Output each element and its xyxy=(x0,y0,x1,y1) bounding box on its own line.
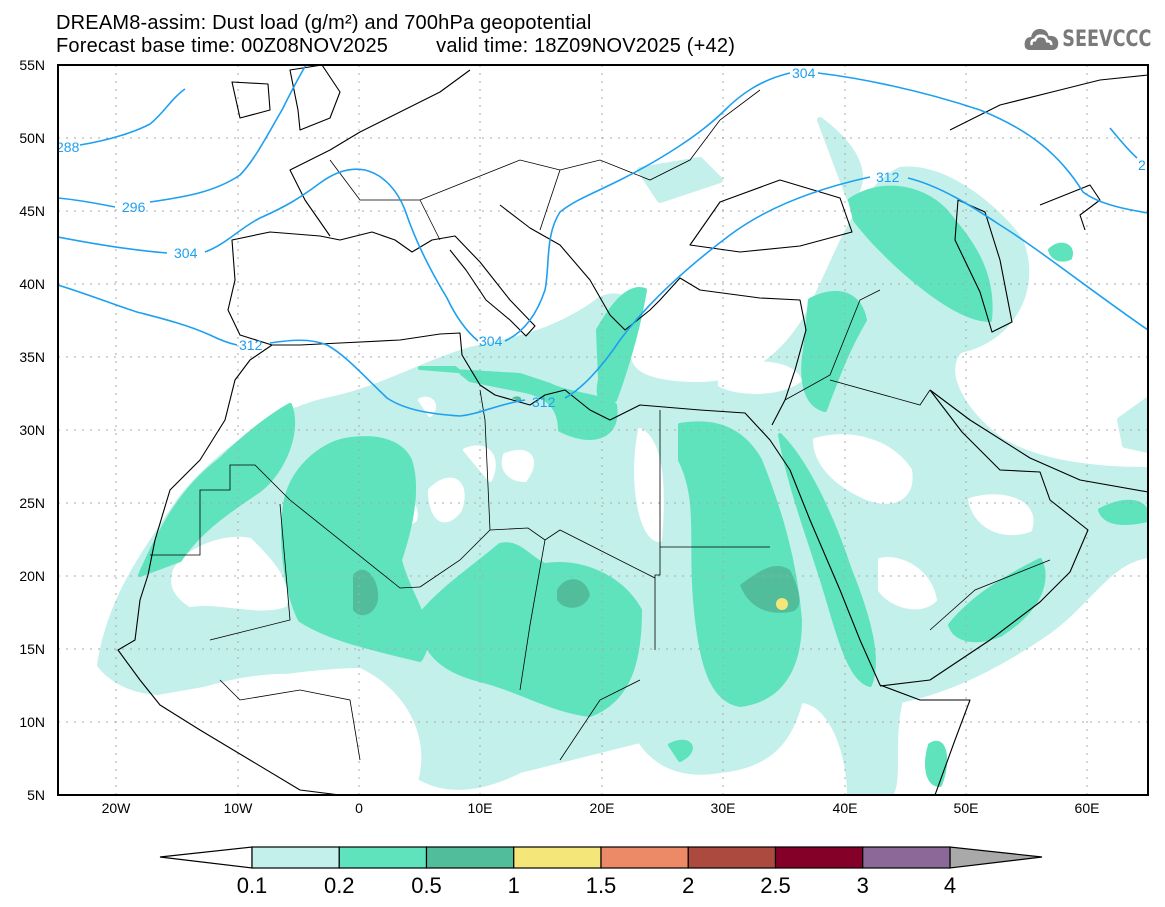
lon-label: 20E xyxy=(590,800,615,816)
colorbar-label: 0.1 xyxy=(237,873,268,898)
latitude-labels: 55N 50N 45N 40N 35N 30N 25N 20N 15N 10N … xyxy=(19,57,45,803)
borders xyxy=(150,89,1051,761)
seevccc-logo: SEEVCCC xyxy=(1024,26,1151,52)
valid-time: valid time: 18Z09NOV2025 (+42) xyxy=(436,35,736,57)
lat-label: 50N xyxy=(19,130,45,146)
lon-label: 30E xyxy=(711,800,736,816)
contour-label: 288 xyxy=(56,139,80,155)
colorbar-label: 0.2 xyxy=(324,873,355,898)
colorbar-label: 1.5 xyxy=(586,873,617,898)
lat-label: 15N xyxy=(19,641,45,657)
base-time: Forecast base time: 00Z08NOV2025 xyxy=(56,35,389,57)
contour-label: 312 xyxy=(239,337,263,353)
colorbar-under-arrow xyxy=(159,846,253,869)
lon-label: 50E xyxy=(954,800,979,816)
cloud-icon xyxy=(1024,29,1058,50)
lat-label: 30N xyxy=(19,422,45,438)
contour-304-west xyxy=(58,72,1148,342)
contour-312 xyxy=(58,176,1148,417)
lat-label: 25N xyxy=(19,495,45,511)
colorbar-label: 3 xyxy=(857,873,869,898)
logo-text: SEEVCCC xyxy=(1061,26,1151,52)
map-title: DREAM8-assim: Dust load (g/m²) and 700hP… xyxy=(56,12,592,34)
lon-label: 60E xyxy=(1075,800,1100,816)
forecast-times: Forecast base time: 00Z08NOV2025 valid ti… xyxy=(56,35,735,58)
dust-peak xyxy=(776,598,788,610)
contour-296-west xyxy=(58,65,307,208)
colorbar-swatch xyxy=(862,846,951,869)
lon-label: 40E xyxy=(833,800,858,816)
lon-label: 0 xyxy=(355,800,363,816)
contour-label: 296 xyxy=(122,199,146,215)
graticule xyxy=(58,65,1148,795)
lon-label: 10W xyxy=(224,800,254,816)
contour-label: 304 xyxy=(479,333,503,349)
map-frame xyxy=(57,64,1149,796)
colorbar-swatch xyxy=(425,846,515,869)
colorbar-swatch xyxy=(251,846,340,869)
colorbar-label: 2.5 xyxy=(760,873,791,898)
lat-label: 20N xyxy=(19,568,45,584)
colorbar-swatch xyxy=(338,846,428,869)
lat-label: 35N xyxy=(19,349,45,365)
contour-label: 312 xyxy=(876,169,900,185)
geopotential-contours xyxy=(58,65,1148,417)
colorbar-labels: 0.1 0.2 0.5 1 1.5 2 2.5 3 4 xyxy=(237,873,956,898)
colorbar-label: 1 xyxy=(508,873,520,898)
lat-label: 55N xyxy=(19,57,45,73)
lon-label: 10E xyxy=(468,800,493,816)
colorbar-label: 0.5 xyxy=(411,873,442,898)
colorbar-label: 2 xyxy=(682,873,694,898)
longitude-labels: 20W 10W 0 10E 20E 30E 40E 50E 60E xyxy=(102,800,1100,816)
colorbar-swatch xyxy=(687,846,777,869)
coastlines xyxy=(117,65,1148,795)
colorbar-over-arrow xyxy=(949,846,1043,869)
contour-label: 312 xyxy=(532,394,556,410)
lat-label: 5N xyxy=(27,787,45,803)
contour-288 xyxy=(79,88,186,146)
contour-labels: 288 296 304 304 304 312 312 312 2 xyxy=(56,65,1146,410)
contour-296-east xyxy=(1109,127,1138,159)
colorbar xyxy=(159,846,1043,869)
colorbar-swatch xyxy=(774,846,864,869)
lon-label: 20W xyxy=(102,800,132,816)
colorbar-swatch xyxy=(513,846,602,869)
contour-label: 2 xyxy=(1138,157,1146,173)
contour-label: 304 xyxy=(174,245,198,261)
colorbar-swatch xyxy=(600,846,689,869)
lat-label: 40N xyxy=(19,276,45,292)
contour-label: 304 xyxy=(792,65,816,81)
colorbar-label: 4 xyxy=(944,873,956,898)
lat-label: 45N xyxy=(19,203,45,219)
lat-label: 10N xyxy=(19,714,45,730)
